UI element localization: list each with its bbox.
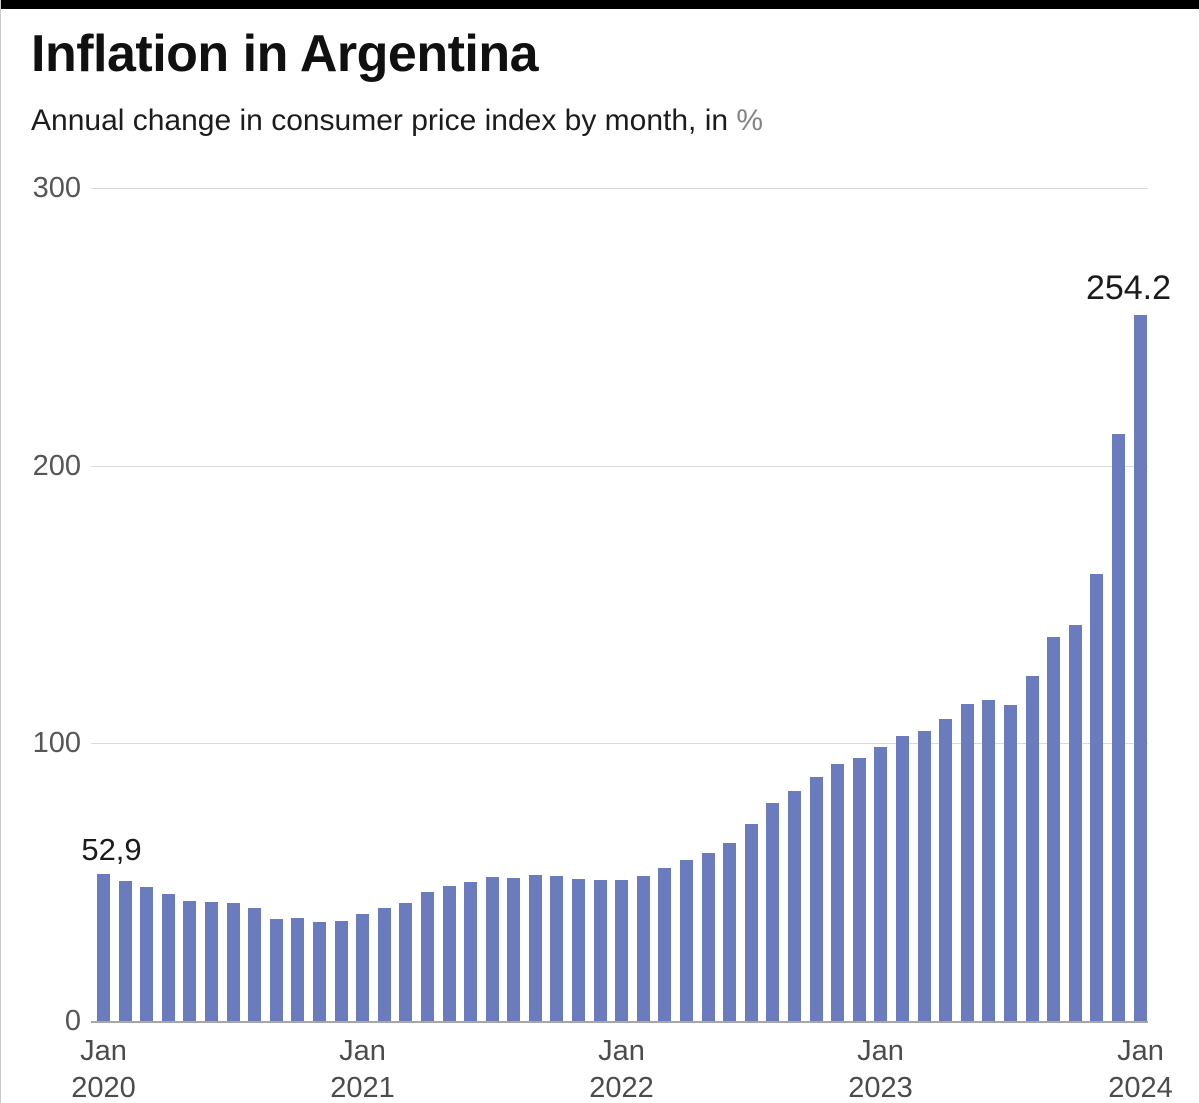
value-label-jan-2020: 52,9: [81, 832, 142, 868]
bar-oct-2022: [809, 776, 823, 1021]
bar-jan-2020: [97, 874, 110, 1021]
gridline-300: [91, 188, 1148, 189]
bar-jul-2022: [744, 823, 758, 1021]
bar-jul-2020: [226, 903, 240, 1021]
bar-jun-2021: [464, 881, 478, 1021]
x-tick-jan-2024: Jan 2024: [1108, 1033, 1173, 1103]
bar-aug-2022: [766, 803, 780, 1021]
x-tick-year: 2021: [330, 1072, 395, 1103]
x-tick-jan-2022: Jan 2022: [589, 1033, 654, 1103]
bar-feb-2022: [636, 875, 650, 1021]
bar-feb-2020: [118, 881, 132, 1021]
bar-sep-2021: [528, 875, 542, 1021]
y-tick-100: 100: [32, 727, 81, 760]
bar-apr-2023: [939, 718, 953, 1021]
bar-dec-2020: [334, 920, 348, 1021]
bar-nov-2020: [312, 921, 326, 1021]
bar-jul-2021: [485, 877, 499, 1021]
x-tick-month: Jan: [80, 1035, 127, 1067]
x-tick-jan-2023: Jan 2023: [848, 1033, 913, 1103]
bar-jan-2022: [615, 880, 629, 1021]
bar-aug-2021: [507, 878, 521, 1021]
bar-sep-2022: [788, 790, 801, 1021]
bar-nov-2023: [1090, 574, 1104, 1021]
x-tick-year: 2023: [848, 1072, 913, 1103]
bar-jun-2020: [204, 902, 218, 1021]
bar-mar-2021: [399, 902, 413, 1021]
x-tick-month: Jan: [339, 1035, 386, 1067]
bar-jun-2022: [723, 843, 737, 1021]
bar-apr-2021: [420, 892, 434, 1021]
x-tick-jan-2020: Jan 2020: [71, 1033, 136, 1103]
plot-area: [91, 188, 1148, 1023]
bars-container: [97, 188, 1147, 1021]
bar-nov-2021: [572, 878, 586, 1021]
bar-jun-2023: [982, 700, 996, 1021]
bar-sep-2023: [1047, 637, 1061, 1021]
bar-jul-2023: [1003, 705, 1017, 1021]
chart-subtitle: Annual change in consumer price index by…: [31, 104, 763, 138]
bar-aug-2023: [1025, 675, 1039, 1021]
gridline-200: [91, 465, 1148, 467]
bar-feb-2023: [895, 736, 909, 1021]
subtitle-text: Annual change in consumer price index by…: [31, 104, 737, 137]
bar-mar-2020: [140, 886, 154, 1021]
bar-mar-2023: [917, 731, 931, 1021]
bar-may-2020: [183, 900, 197, 1021]
bar-may-2021: [442, 885, 456, 1021]
subtitle-unit-percent: %: [736, 104, 764, 137]
bar-apr-2020: [161, 894, 175, 1021]
bar-nov-2022: [831, 764, 845, 1021]
x-tick-month: Jan: [1117, 1035, 1164, 1067]
bar-feb-2021: [377, 908, 391, 1021]
bar-sep-2020: [269, 919, 283, 1021]
bar-apr-2022: [680, 860, 694, 1021]
bar-oct-2021: [550, 876, 564, 1021]
y-tick-300: 300: [32, 172, 81, 204]
bar-dec-2023: [1111, 434, 1125, 1021]
top-black-bar: [1, 0, 1199, 9]
bar-jan-2021: [356, 914, 370, 1021]
value-label-jan-2024: 254.2: [1085, 269, 1172, 308]
bar-mar-2022: [658, 868, 672, 1021]
bar-aug-2020: [248, 908, 262, 1021]
bar-may-2022: [701, 852, 715, 1021]
bar-oct-2023: [1068, 624, 1082, 1021]
y-tick-200: 200: [32, 449, 81, 482]
y-tick-0: 0: [64, 1005, 81, 1037]
bar-jan-2024: [1133, 315, 1147, 1021]
bar-dec-2022: [852, 757, 866, 1021]
bar-jan-2023: [874, 746, 888, 1021]
bar-may-2023: [960, 703, 974, 1021]
x-tick-month: Jan: [857, 1035, 904, 1067]
x-tick-jan-2021: Jan 2021: [330, 1033, 395, 1103]
x-tick-year: 2020: [71, 1072, 136, 1103]
bar-oct-2020: [291, 917, 305, 1021]
x-tick-year: 2022: [589, 1072, 654, 1103]
bar-dec-2021: [593, 879, 607, 1021]
x-tick-year: 2024: [1108, 1072, 1173, 1103]
chart-title: Inflation in Argentina: [31, 25, 539, 83]
x-tick-month: Jan: [598, 1035, 645, 1067]
gridline-100: [91, 743, 1148, 745]
